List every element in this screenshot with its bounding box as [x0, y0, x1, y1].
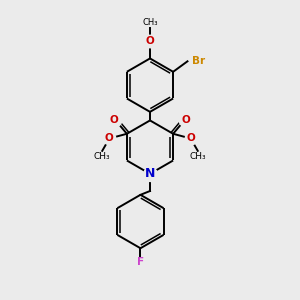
Text: O: O — [186, 134, 195, 143]
Text: CH₃: CH₃ — [93, 152, 110, 161]
Text: O: O — [146, 36, 154, 46]
Text: CH₃: CH₃ — [142, 18, 158, 27]
Text: N: N — [145, 167, 155, 180]
Text: F: F — [137, 257, 144, 267]
Text: O: O — [105, 134, 114, 143]
Text: Br: Br — [192, 56, 206, 66]
Text: O: O — [110, 115, 118, 125]
Text: CH₃: CH₃ — [190, 152, 207, 161]
Text: O: O — [182, 115, 190, 125]
